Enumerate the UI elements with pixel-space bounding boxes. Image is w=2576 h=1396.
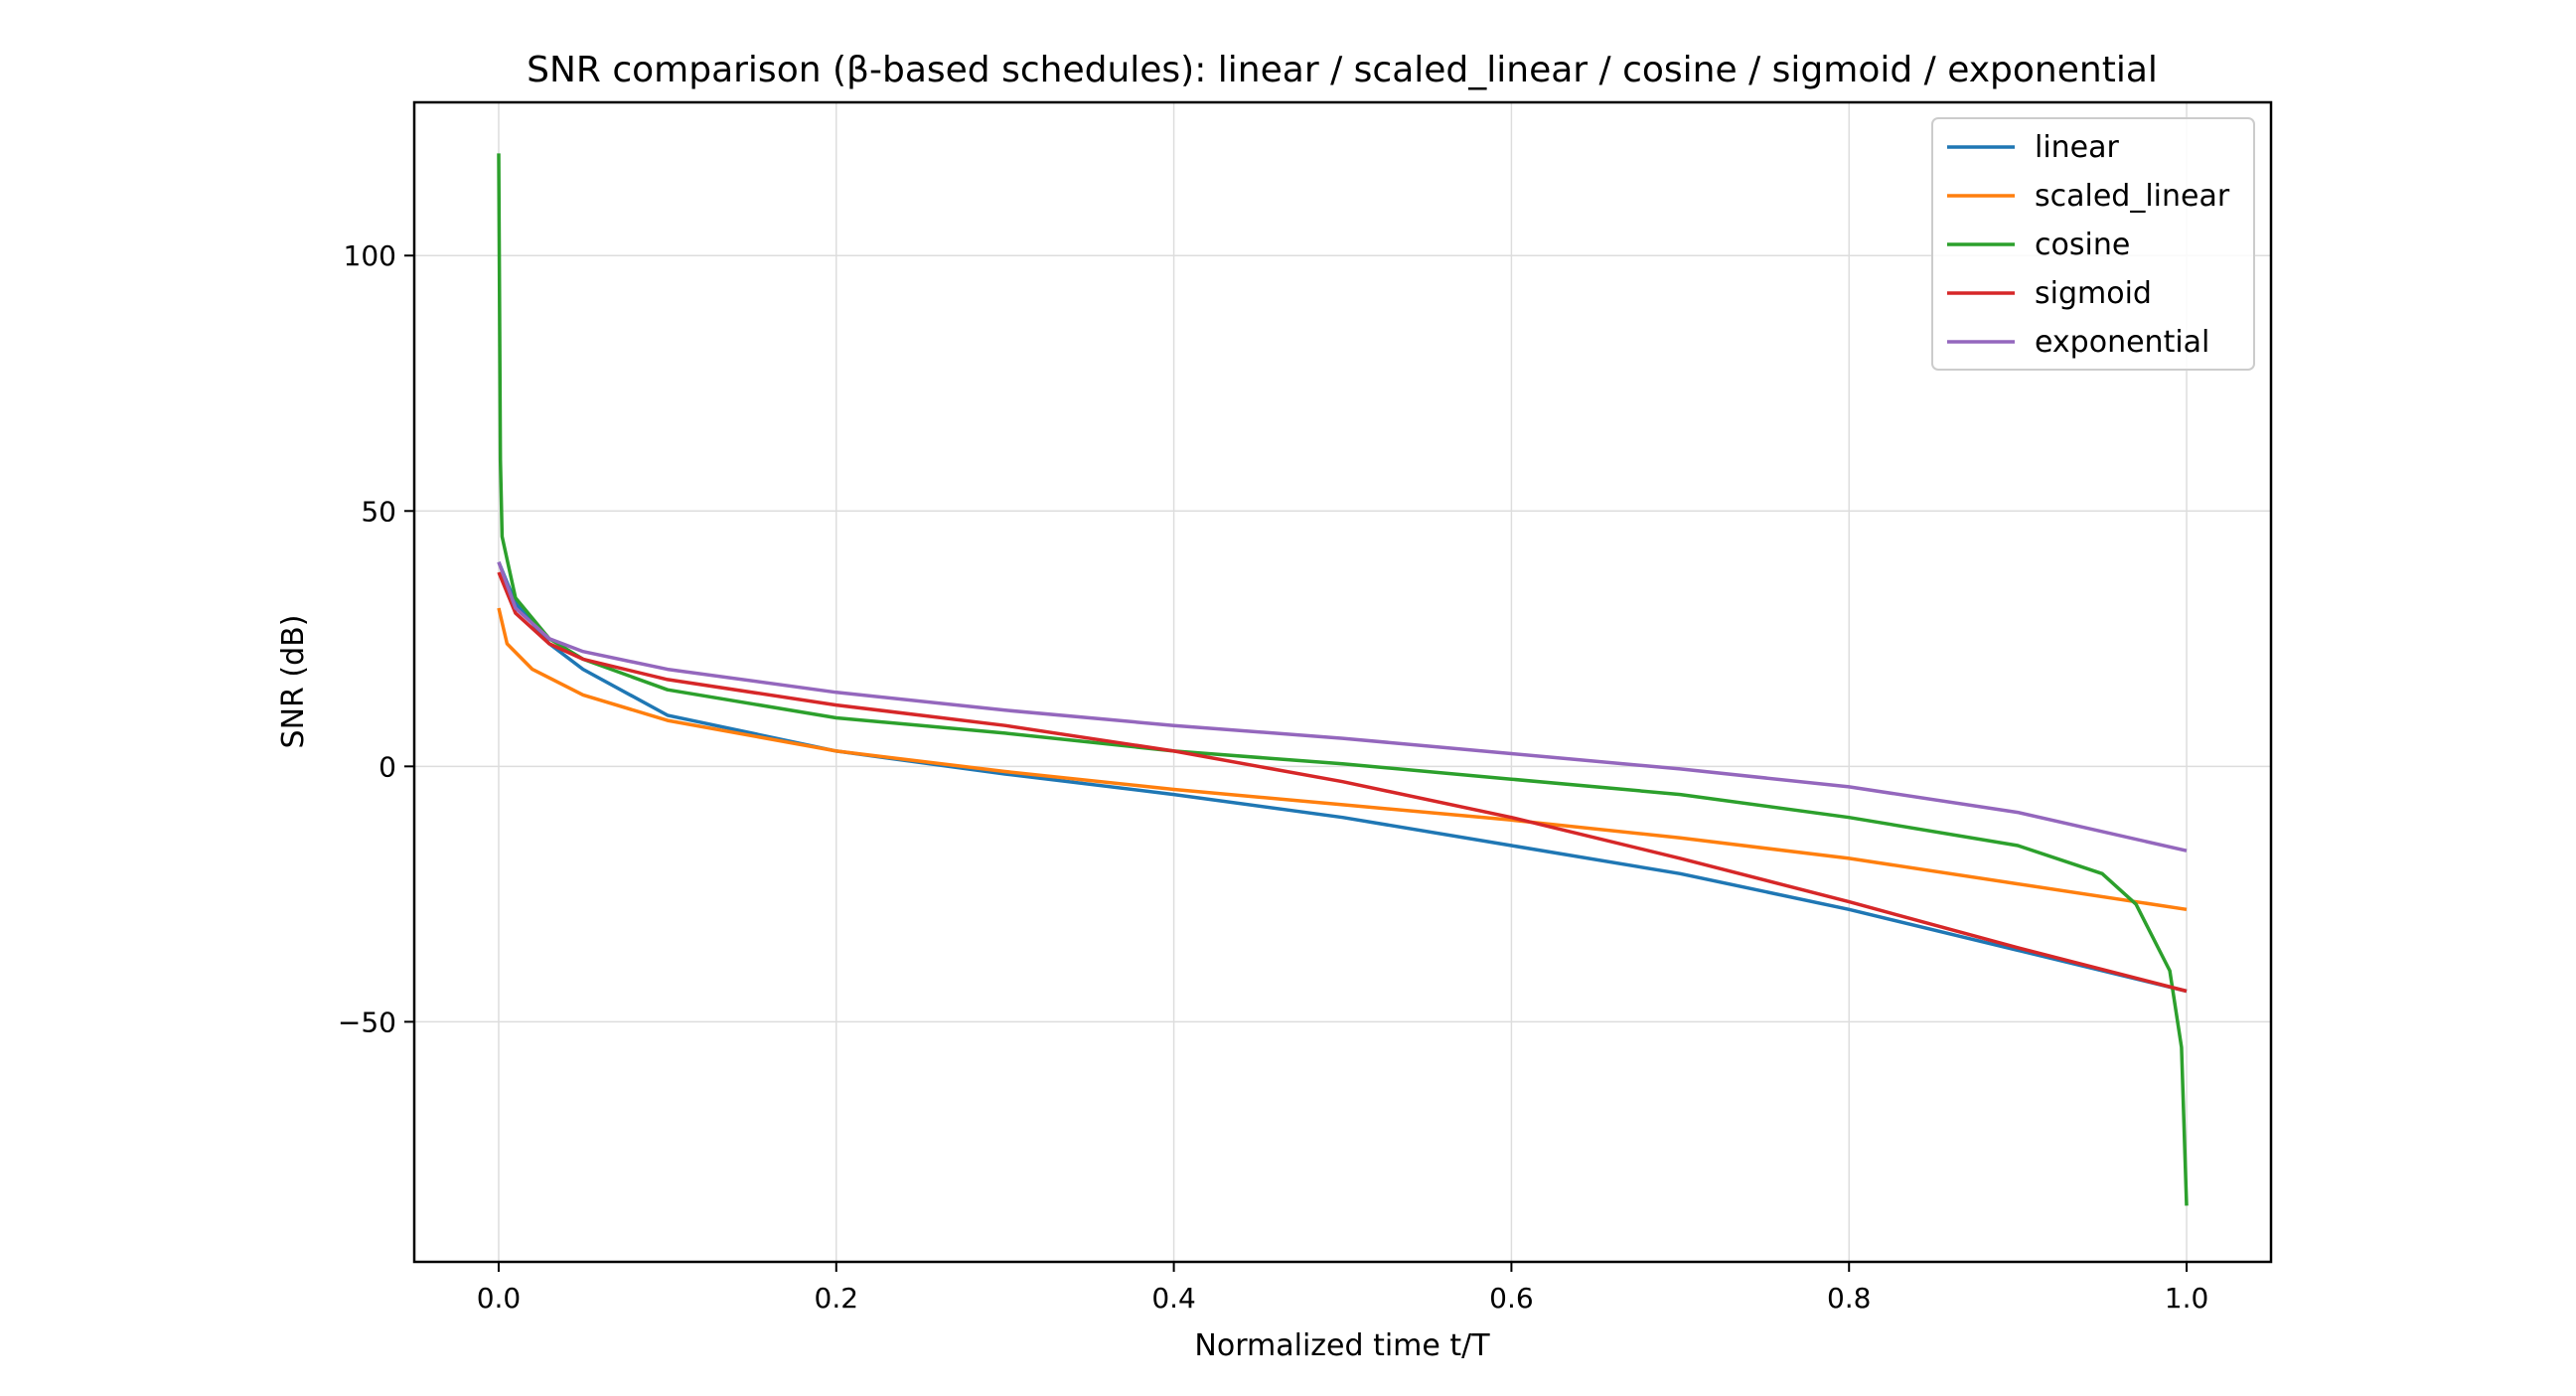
series-line-cosine	[497, 153, 2189, 1206]
ticks: 0.0 0.2 0.4 0.6 0.8 1.0 100 50 0 −50	[338, 239, 2208, 1315]
axes-frame	[412, 100, 2273, 1264]
legend-label: linear	[2035, 130, 2120, 165]
x-tick-label: 0.0	[477, 1282, 522, 1315]
y-tick-label: −50	[338, 1006, 396, 1038]
series-line-scaled-linear	[497, 607, 2188, 912]
legend-box	[1931, 117, 2255, 371]
y-axis-label: SNR (dB)	[276, 615, 311, 749]
legend-label: cosine	[2035, 228, 2130, 262]
legend-label: sigmoid	[2035, 276, 2152, 311]
legend-label: scaled_linear	[2035, 179, 2230, 214]
x-tick-label: 0.4	[1151, 1282, 1196, 1315]
series-line-exponential	[497, 561, 2188, 853]
y-tick-label: 100	[344, 239, 396, 272]
x-axis-label: Normalized time t/T	[1194, 1328, 1490, 1363]
series-line-linear	[497, 561, 2188, 994]
legend-label: exponential	[2035, 325, 2209, 360]
series-lines	[497, 153, 2189, 1206]
x-tick-label: 0.2	[815, 1282, 859, 1315]
x-tick-label: 1.0	[2165, 1282, 2209, 1315]
y-tick-label: 0	[379, 750, 396, 783]
y-tick-label: 50	[361, 495, 396, 528]
chart-title: SNR comparison (β-based schedules): line…	[527, 50, 2158, 90]
x-tick-label: 0.8	[1827, 1282, 1872, 1315]
x-tick-label: 0.6	[1489, 1282, 1534, 1315]
series-line-sigmoid	[497, 571, 2188, 994]
